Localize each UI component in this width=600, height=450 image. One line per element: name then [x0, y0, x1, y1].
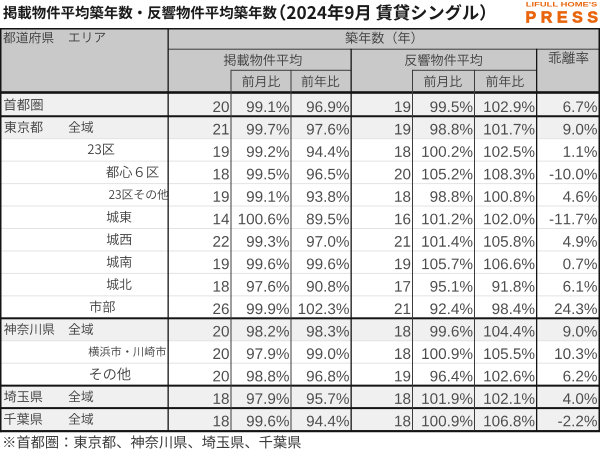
svg-text:LIFULL HOME'S: LIFULL HOME'S [526, 1, 598, 8]
svg-text:PRESS: PRESS [526, 10, 599, 27]
